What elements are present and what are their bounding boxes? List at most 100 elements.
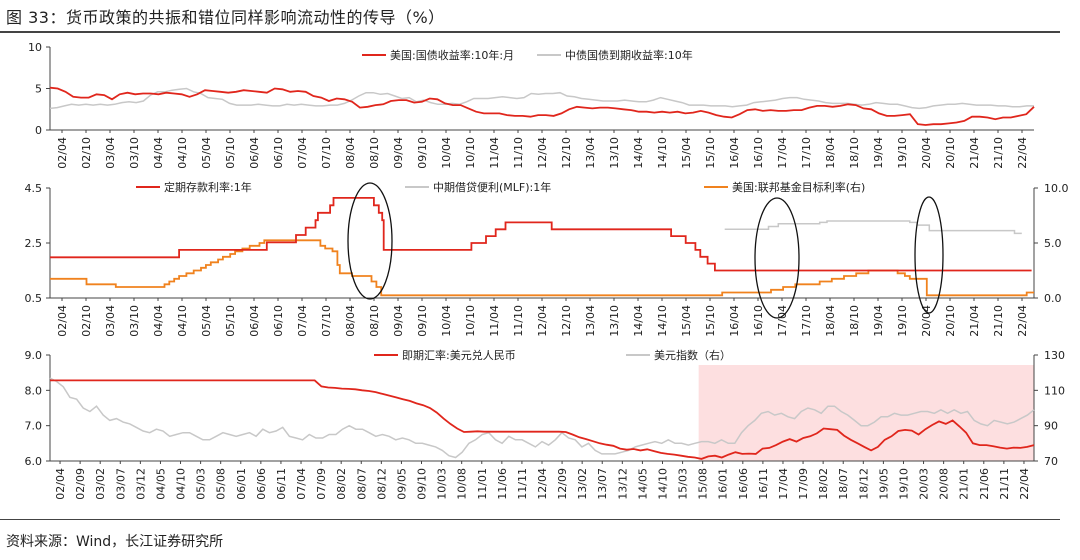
x-tick-label-3-41: 19/05 (877, 468, 890, 500)
y2-tick-label-3-0: 70 (1044, 455, 1058, 468)
legend-label-1-1: 中债国债到期收益率:10年 (565, 48, 693, 62)
x-tick-label-3-2: 03/02 (94, 468, 107, 500)
annotation-ellipse-2020 (914, 196, 944, 314)
annotation-ellipse-2008 (347, 182, 393, 300)
x-tick-label-2-38: 21/04 (968, 305, 981, 337)
x-tick-label-2-25: 14/10 (656, 305, 669, 337)
x-tick-label-1-35: 19/10 (896, 137, 909, 169)
x-tick-label-2-15: 09/10 (416, 305, 429, 337)
x-tick-label-3-6: 04/10 (175, 468, 188, 500)
x-tick-label-2-17: 10/10 (464, 305, 477, 337)
x-tick-label-2-3: 03/10 (128, 305, 141, 337)
x-tick-label-1-32: 18/04 (824, 137, 837, 169)
x-tick-label-3-47: 21/11 (998, 468, 1011, 500)
x-tick-label-3-0: 02/04 (54, 468, 67, 500)
x-tick-label-2-1: 02/10 (80, 305, 93, 337)
x-tick-label-2-30: 17/04 (776, 305, 789, 337)
x-tick-label-2-32: 18/04 (824, 305, 837, 337)
annotation-ellipse-2016 (754, 197, 800, 319)
x-tick-label-2-29: 16/10 (752, 305, 765, 337)
x-tick-label-3-31: 15/03 (677, 468, 690, 500)
y-tick-label-2-0: 0.5 (25, 292, 43, 305)
x-tick-label-2-20: 12/04 (536, 305, 549, 337)
x-tick-label-3-14: 08/02 (335, 468, 348, 500)
title-rule (0, 31, 1060, 33)
x-tick-label-1-11: 07/10 (320, 137, 333, 169)
x-tick-label-3-28: 13/12 (616, 468, 629, 500)
series-line-p1-0 (49, 86, 1035, 126)
y-tick-label-3-2: 8.0 (25, 384, 43, 397)
x-tick-label-3-5: 04/05 (154, 468, 167, 500)
series-line-p1-1 (49, 87, 1034, 110)
x-tick-label-1-17: 10/10 (464, 137, 477, 169)
series-line-p2-fed (50, 239, 1034, 297)
x-tick-label-2-18: 11/04 (488, 305, 501, 337)
y2-tick-label-2-2: 10.0 (1044, 182, 1069, 195)
x-tick-label-3-24: 12/04 (536, 468, 549, 500)
y-tick-label-1-0: 0 (35, 124, 42, 137)
x-tick-label-1-36: 20/04 (920, 137, 933, 169)
x-tick-label-2-31: 17/10 (800, 305, 813, 337)
x-tick-label-1-31: 17/10 (800, 137, 813, 169)
x-tick-label-1-18: 11/04 (488, 137, 501, 169)
series-line-p2-mlf (724, 220, 1022, 235)
x-tick-label-3-12: 07/04 (295, 468, 308, 500)
x-tick-label-3-25: 12/09 (556, 468, 569, 500)
x-tick-label-1-0: 02/04 (56, 137, 69, 169)
x-tick-label-1-27: 15/10 (704, 137, 717, 169)
x-tick-label-2-28: 16/04 (728, 305, 741, 337)
x-tick-label-3-38: 18/02 (817, 468, 830, 500)
x-tick-label-1-13: 08/10 (368, 137, 381, 169)
x-tick-label-2-10: 07/04 (296, 305, 309, 337)
y-tick-label-1-2: 10 (28, 41, 42, 54)
x-tick-label-2-2: 03/04 (104, 305, 117, 337)
x-tick-label-1-8: 06/04 (248, 137, 261, 169)
x-tick-label-1-20: 12/04 (536, 137, 549, 169)
x-tick-label-1-9: 06/10 (272, 137, 285, 169)
y-tick-label-3-0: 6.0 (25, 455, 43, 468)
x-tick-label-3-37: 17/09 (797, 468, 810, 500)
x-tick-label-3-36: 17/04 (777, 468, 790, 500)
x-tick-label-1-19: 11/10 (512, 137, 525, 169)
y2-tick-label-2-1: 5.0 (1044, 237, 1062, 250)
x-tick-label-3-18: 09/10 (416, 468, 429, 500)
x-tick-label-2-4: 04/04 (152, 305, 165, 337)
x-tick-label-3-35: 16/11 (757, 468, 770, 500)
x-tick-label-3-19: 10/03 (436, 468, 449, 500)
x-tick-label-2-9: 06/10 (272, 305, 285, 337)
x-tick-label-2-8: 06/04 (248, 305, 261, 337)
x-tick-label-2-0: 02/04 (56, 305, 69, 337)
series-line-p3-dxy (49, 377, 1035, 459)
x-tick-label-3-42: 19/10 (897, 468, 910, 500)
x-tick-label-1-2: 03/04 (104, 137, 117, 169)
x-tick-label-1-37: 20/10 (944, 137, 957, 169)
legend-label-2-2: 美国:联邦基金目标利率(右) (732, 180, 865, 194)
x-tick-label-1-26: 15/04 (680, 137, 693, 169)
x-tick-label-3-11: 06/11 (275, 468, 288, 500)
x-tick-label-1-38: 21/04 (968, 137, 981, 169)
x-tick-label-3-3: 03/07 (114, 468, 127, 500)
x-tick-label-3-22: 11/06 (496, 468, 509, 500)
x-tick-label-2-16: 10/04 (440, 305, 453, 337)
x-tick-label-1-7: 05/10 (224, 137, 237, 169)
x-tick-label-3-21: 11/01 (476, 468, 489, 500)
x-tick-label-3-20: 10/08 (456, 468, 469, 500)
x-tick-label-1-12: 08/04 (344, 137, 357, 169)
x-tick-label-2-40: 22/04 (1016, 305, 1029, 337)
x-tick-label-2-5: 04/10 (176, 305, 189, 337)
x-tick-label-3-17: 09/05 (395, 468, 408, 500)
x-tick-label-3-44: 20/08 (938, 468, 951, 500)
x-tick-label-1-1: 02/10 (80, 137, 93, 169)
y2-tick-label-3-2: 110 (1044, 384, 1065, 397)
x-tick-label-3-43: 20/03 (918, 468, 931, 500)
y2-tick-label-2-0: 0.0 (1044, 292, 1062, 305)
x-tick-label-3-10: 06/06 (255, 468, 268, 500)
x-tick-label-1-14: 09/04 (392, 137, 405, 169)
y-tick-label-3-1: 7.0 (25, 420, 43, 433)
legend-label-3-0: 即期汇率:美元兑人民币 (402, 348, 516, 362)
x-tick-label-1-22: 13/04 (584, 137, 597, 169)
x-tick-label-3-29: 14/05 (636, 468, 649, 500)
x-tick-label-1-24: 14/04 (632, 137, 645, 169)
x-tick-label-1-3: 03/10 (128, 137, 141, 169)
